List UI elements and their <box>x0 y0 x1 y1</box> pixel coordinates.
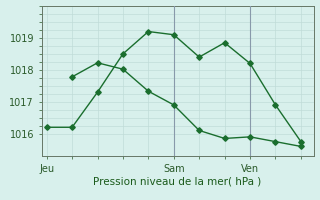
X-axis label: Pression niveau de la mer( hPa ): Pression niveau de la mer( hPa ) <box>93 176 262 186</box>
